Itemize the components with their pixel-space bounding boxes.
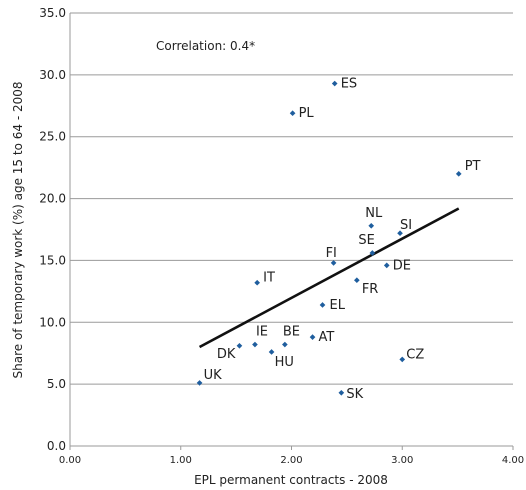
y-tick-label: 10.0 xyxy=(39,315,66,329)
data-point-de xyxy=(383,262,390,269)
point-label-nl: NL xyxy=(365,206,383,221)
data-point-pt xyxy=(455,171,462,177)
point-label-si: SI xyxy=(400,218,412,233)
y-axis-title: Share of temporary work (%) age 15 to 64… xyxy=(11,81,25,378)
data-point-es xyxy=(331,80,338,87)
point-label-el: EL xyxy=(330,298,346,313)
data-point-sk xyxy=(338,389,345,396)
data-point-at xyxy=(309,334,316,340)
point-label-se: SE xyxy=(358,233,374,248)
point-label-fi: FI xyxy=(326,246,337,261)
y-tick-label: 20.0 xyxy=(39,192,66,206)
x-axis-title: EPL permanent contracts - 2008 xyxy=(194,473,388,487)
data-point-hu xyxy=(268,349,275,355)
data-point-ie xyxy=(252,341,258,348)
data-points xyxy=(196,80,462,396)
trend-line xyxy=(198,207,460,349)
y-tick-labels: 0.0 5.0 10.0 15.0 20.0 25.0 30.0 35.0 xyxy=(39,6,66,453)
y-tick-label: 0.0 xyxy=(47,439,66,453)
data-point-be xyxy=(282,341,288,348)
point-labels: UK DK IE IT HU BE PL AT EL ES FI SK FR NL SE DE SI CZ PT xyxy=(204,77,481,402)
x-tick-label: 1.00 xyxy=(170,455,192,466)
point-label-be: BE xyxy=(283,325,300,340)
point-label-pl: PL xyxy=(299,106,315,121)
point-label-uk: UK xyxy=(204,368,223,383)
y-tick-label: 5.0 xyxy=(47,377,66,391)
data-point-fr xyxy=(354,277,360,284)
point-label-dk: DK xyxy=(217,347,236,362)
data-point-dk xyxy=(236,342,243,349)
point-label-hu: HU xyxy=(275,355,294,370)
point-label-ie: IE xyxy=(256,325,268,340)
y-tick-label: 25.0 xyxy=(39,130,66,144)
x-tick-labels: 0.00 1.00 2.00 3.00 4.00 xyxy=(59,455,524,466)
point-label-fr: FR xyxy=(362,282,379,297)
data-point-nl xyxy=(368,222,375,229)
y-tick-label: 15.0 xyxy=(39,253,66,267)
data-point-si xyxy=(397,230,403,237)
data-point-se xyxy=(369,250,376,256)
data-point-uk xyxy=(196,380,203,386)
gridlines xyxy=(70,12,513,447)
point-label-pt: PT xyxy=(465,159,481,174)
point-label-sk: SK xyxy=(346,387,363,402)
x-tick-label: 3.00 xyxy=(391,455,413,466)
data-point-el xyxy=(319,302,326,308)
data-point-fi xyxy=(330,260,337,266)
x-tick-label: 0.00 xyxy=(59,455,81,466)
data-point-cz xyxy=(399,356,406,363)
correlation-annotation: Correlation: 0.4* xyxy=(156,39,255,53)
data-point-pl xyxy=(289,110,296,117)
trend-line-group xyxy=(198,207,460,349)
point-label-cz: CZ xyxy=(406,347,424,362)
x-tick-label: 2.00 xyxy=(280,455,302,466)
y-tick-label: 35.0 xyxy=(39,6,66,20)
x-tick-label: 4.00 xyxy=(502,455,524,466)
point-label-de: DE xyxy=(393,258,411,273)
point-label-es: ES xyxy=(341,77,357,92)
axes xyxy=(69,13,514,450)
y-tick-label: 30.0 xyxy=(39,68,66,82)
data-point-it xyxy=(254,279,260,286)
point-label-it: IT xyxy=(263,271,275,286)
point-label-at: AT xyxy=(319,330,335,345)
